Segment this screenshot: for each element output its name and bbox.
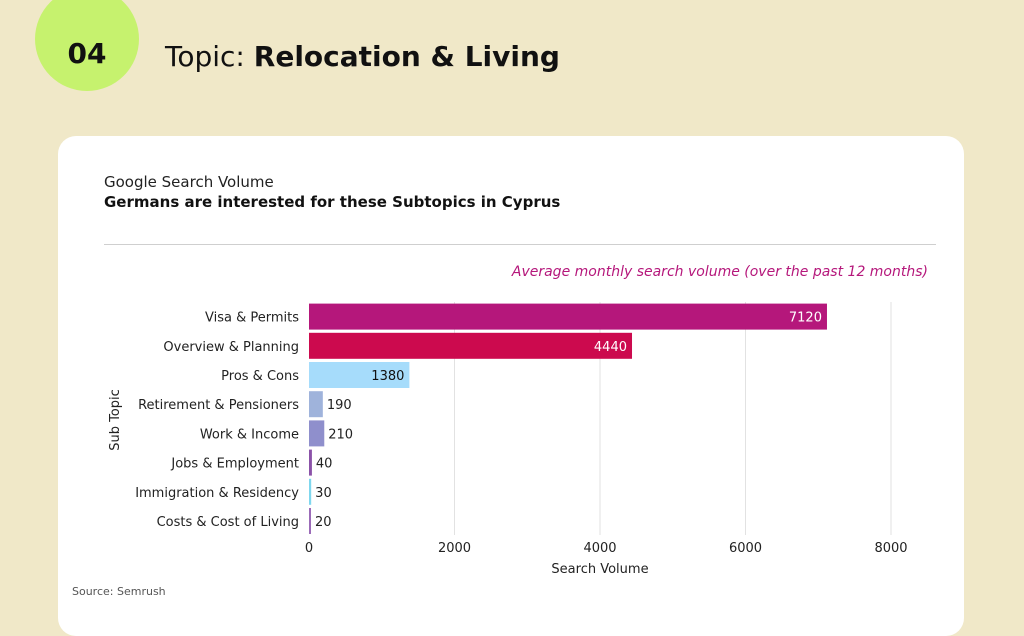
chart-card bbox=[58, 136, 964, 636]
source-note: Source: Semrush bbox=[72, 585, 166, 598]
category-label: Retirement & Pensioners bbox=[138, 398, 299, 413]
category-label: Pros & Cons bbox=[221, 369, 299, 384]
value-label: 40 bbox=[316, 457, 333, 472]
value-label: 4440 bbox=[594, 340, 627, 355]
x-axis-label: Search Volume bbox=[551, 562, 648, 577]
category-label: Immigration & Residency bbox=[135, 486, 299, 501]
bar bbox=[309, 391, 323, 418]
value-label: 7120 bbox=[789, 311, 822, 326]
bar bbox=[309, 420, 325, 447]
bar bbox=[309, 332, 633, 359]
bar-chart: 0 2000 4000 6000 8000 Visa & Permits 7120 Overv… bbox=[108, 302, 908, 577]
topic-number-badge: 04 bbox=[35, 0, 139, 91]
x-tick-label: 0 bbox=[305, 541, 313, 556]
value-label: 30 bbox=[315, 486, 332, 501]
chart-heading: Germans are interested for these Subtopi… bbox=[104, 193, 561, 211]
value-label: 1380 bbox=[371, 369, 404, 384]
page-title: Topic: Relocation & Living bbox=[165, 40, 560, 73]
category-label: Overview & Planning bbox=[163, 340, 299, 355]
chart-note: Average monthly search volume (over the … bbox=[511, 264, 928, 280]
category-label: Visa & Permits bbox=[205, 311, 299, 326]
topic-prefix: Topic: bbox=[165, 40, 254, 73]
value-label: 190 bbox=[327, 398, 352, 413]
bar bbox=[309, 508, 311, 534]
category-label: Costs & Cost of Living bbox=[157, 515, 299, 530]
bar bbox=[309, 449, 312, 476]
category-label: Jobs & Employment bbox=[170, 457, 299, 472]
x-tick-label: 2000 bbox=[438, 541, 471, 556]
bar bbox=[309, 362, 410, 388]
x-tick-label: 8000 bbox=[874, 541, 907, 556]
bar bbox=[309, 303, 827, 330]
topic-name: Relocation & Living bbox=[253, 40, 560, 73]
chart-subtitle: Google Search Volume bbox=[104, 173, 274, 191]
x-tick-label: 4000 bbox=[583, 541, 616, 556]
value-label: 210 bbox=[328, 427, 353, 442]
value-label: 20 bbox=[315, 515, 332, 530]
badge-number: 04 bbox=[67, 36, 107, 70]
x-tick-label: 6000 bbox=[729, 541, 762, 556]
y-axis-label: Sub Topic bbox=[108, 389, 123, 451]
category-label: Work & Income bbox=[200, 427, 299, 442]
bar bbox=[309, 478, 312, 505]
divider bbox=[104, 244, 936, 245]
